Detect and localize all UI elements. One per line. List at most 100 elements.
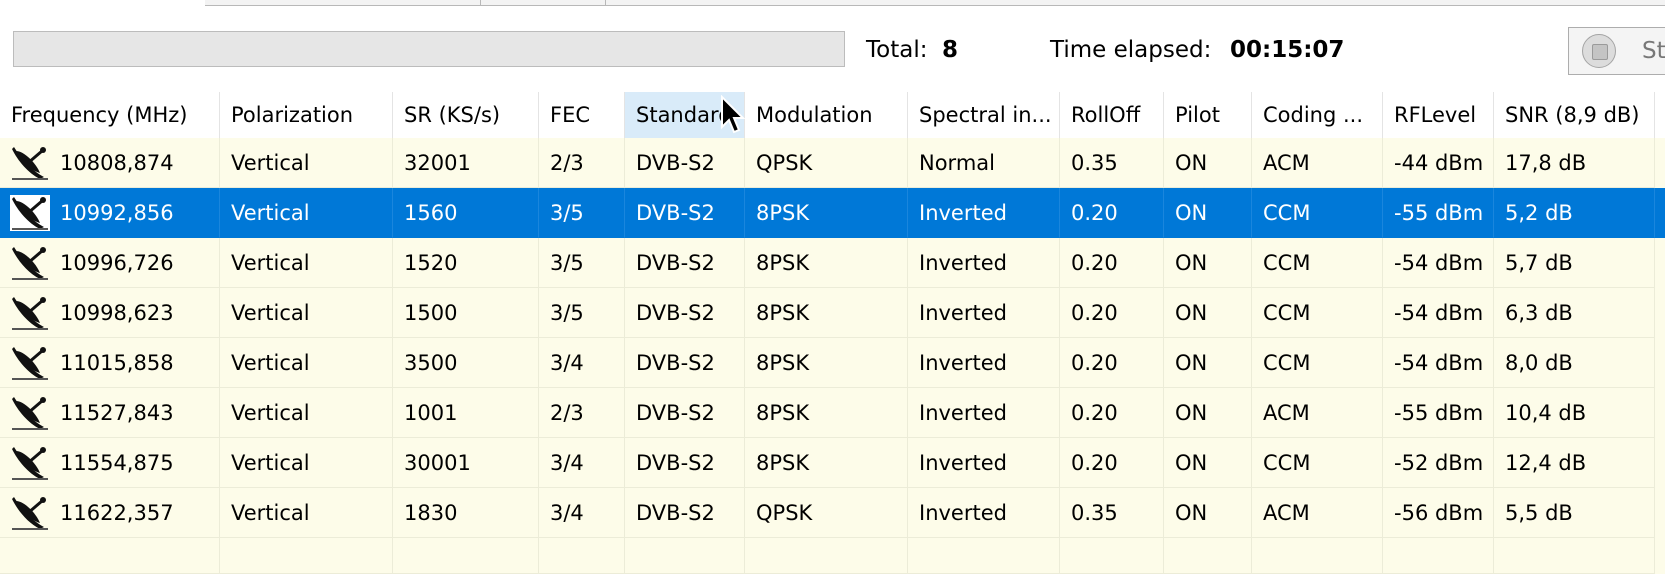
col-fec-header[interactable]: FEC [539, 92, 625, 138]
col-sr-value: 30001 [404, 451, 471, 475]
total-label: Total: [866, 37, 928, 63]
col-sr-value: 1830 [404, 501, 458, 525]
empty-cell [1164, 538, 1252, 574]
col-coding-header[interactable]: Coding ... [1252, 92, 1383, 138]
col-standard-cell: DVB-S2 [625, 288, 745, 338]
col-fec-cell: 3/4 [539, 488, 625, 538]
col-rolloff-header[interactable]: RollOff [1060, 92, 1164, 138]
col-frequency-header[interactable]: Frequency (MHz) [0, 92, 220, 138]
col-polarization-cell: Vertical [220, 488, 393, 538]
table-row[interactable]: 10808,874 Vertical 32001 2/3 DVB-S2 QPSK Norma… [0, 138, 1665, 188]
col-spectral-inversion-cell: Inverted [908, 488, 1060, 538]
col-rflevel-value: -55 dBm [1394, 201, 1484, 225]
table-row[interactable]: 10992,856 Vertical 1560 3/5 DVB-S2 8PSK Invert… [0, 188, 1665, 238]
col-sr-value: 1001 [404, 401, 458, 425]
col-standard-cell: DVB-S2 [625, 338, 745, 388]
col-spectral-inversion-cell: Inverted [908, 438, 1060, 488]
col-pilot-header[interactable]: Pilot [1164, 92, 1252, 138]
col-coding-value: CCM [1263, 301, 1311, 325]
col-polarization-value: Vertical [231, 151, 310, 175]
col-frequency-value: 11554,875 [60, 451, 174, 475]
col-snr-cell: 6,3 dB [1494, 288, 1655, 338]
col-snr-header[interactable]: SNR (8,9 dB) [1494, 92, 1655, 138]
col-standard-value: DVB-S2 [636, 401, 715, 425]
col-frequency-cell: 10996,726 [0, 238, 220, 288]
col-coding-value: ACM [1263, 501, 1310, 525]
col-pilot-cell: ON [1164, 388, 1252, 438]
col-modulation-cell: 8PSK [745, 288, 908, 338]
col-rolloff-cell: 0.20 [1060, 288, 1164, 338]
empty-cell [1383, 538, 1494, 574]
col-rflevel-cell: -56 dBm [1383, 488, 1494, 538]
col-modulation-cell: 8PSK [745, 338, 908, 388]
col-standard-cell: DVB-S2 [625, 138, 745, 188]
satellite-dish-icon [12, 297, 48, 330]
empty-cell [745, 538, 908, 574]
col-pilot-value: ON [1175, 151, 1208, 175]
col-fec-cell: 3/4 [539, 338, 625, 388]
col-modulation-value: 8PSK [756, 451, 810, 475]
col-frequency-value: 11622,357 [60, 501, 174, 525]
table-row[interactable]: 11554,875 Vertical 30001 3/4 DVB-S2 8PSK Inver… [0, 438, 1665, 488]
col-standard-value: DVB-S2 [636, 201, 715, 225]
col-rflevel-value: -55 dBm [1394, 401, 1484, 425]
col-polarization-value: Vertical [231, 301, 310, 325]
col-snr-value: 12,4 dB [1505, 451, 1587, 475]
col-modulation-cell: QPSK [745, 138, 908, 188]
col-fec-value: 3/4 [550, 451, 584, 475]
col-frequency-cell: 10992,856 [0, 188, 220, 238]
col-modulation-value: 8PSK [756, 201, 810, 225]
col-standard-cell: DVB-S2 [625, 488, 745, 538]
col-polarization-cell: Vertical [220, 138, 393, 188]
col-polarization-cell: Vertical [220, 238, 393, 288]
table-row[interactable]: 11622,357 Vertical 1830 3/4 DVB-S2 QPSK Invert… [0, 488, 1665, 538]
col-pilot-cell: ON [1164, 438, 1252, 488]
empty-cell [1252, 538, 1383, 574]
total-count: 8 [942, 37, 959, 63]
col-frequency-cell: 11554,875 [0, 438, 220, 488]
col-modulation-value: QPSK [756, 151, 813, 175]
col-polarization-value: Vertical [231, 401, 310, 425]
col-sr-value: 32001 [404, 151, 471, 175]
col-polarization-header[interactable]: Polarization [220, 92, 393, 138]
col-rolloff-cell: 0.20 [1060, 188, 1164, 238]
satellite-dish-icon [12, 147, 48, 180]
col-snr-cell: 12,4 dB [1494, 438, 1655, 488]
col-spectral-inversion-header[interactable]: Spectral in... [908, 92, 1060, 138]
col-snr-cell: 5,2 dB [1494, 188, 1655, 238]
col-pilot-value: ON [1175, 351, 1208, 375]
col-rolloff-value: 0.20 [1071, 301, 1118, 325]
table-row[interactable]: 10998,623 Vertical 1500 3/5 DVB-S2 8PSK Invert… [0, 288, 1665, 338]
col-frequency-value: 10808,874 [60, 151, 174, 175]
col-pilot-cell: ON [1164, 188, 1252, 238]
col-standard-cell: DVB-S2 [625, 388, 745, 438]
col-rolloff-value: 0.35 [1071, 501, 1118, 525]
col-snr-cell: 5,5 dB [1494, 488, 1655, 538]
table-row[interactable]: 11527,843 Vertical 1001 2/3 DVB-S2 8PSK Invert… [0, 388, 1665, 438]
table-header: Frequency (MHz) Polarization SR (KS/s) FEC S… [0, 92, 1665, 138]
col-rolloff-value: 0.20 [1071, 351, 1118, 375]
col-sr-header[interactable]: SR (KS/s) [393, 92, 539, 138]
stop-button[interactable]: Sto [1568, 27, 1665, 75]
stop-icon [1582, 34, 1616, 68]
col-rolloff-value: 0.20 [1071, 201, 1118, 225]
col-standard-cell: DVB-S2 [625, 438, 745, 488]
col-spectral-inversion-value: Inverted [919, 401, 1007, 425]
table-row[interactable]: 11015,858 Vertical 3500 3/4 DVB-S2 8PSK Invert… [0, 338, 1665, 388]
time-elapsed-value: 00:15:07 [1230, 37, 1345, 63]
col-modulation-header[interactable]: Modulation [745, 92, 908, 138]
col-rolloff-cell: 0.20 [1060, 338, 1164, 388]
col-coding-cell: CCM [1252, 338, 1383, 388]
col-rolloff-cell: 0.20 [1060, 388, 1164, 438]
col-coding-cell: ACM [1252, 488, 1383, 538]
col-standard-value: DVB-S2 [636, 151, 715, 175]
col-sr-cell: 3500 [393, 338, 539, 388]
col-sr-value: 3500 [404, 351, 458, 375]
table-row[interactable]: 10996,726 Vertical 1520 3/5 DVB-S2 8PSK Invert… [0, 238, 1665, 288]
col-snr-cell: 8,0 dB [1494, 338, 1655, 388]
col-fec-cell: 2/3 [539, 138, 625, 188]
col-rflevel-header[interactable]: RFLevel [1383, 92, 1494, 138]
col-rflevel-cell: -44 dBm [1383, 138, 1494, 188]
col-sr-cell: 1001 [393, 388, 539, 438]
col-spectral-inversion-value: Inverted [919, 301, 1007, 325]
